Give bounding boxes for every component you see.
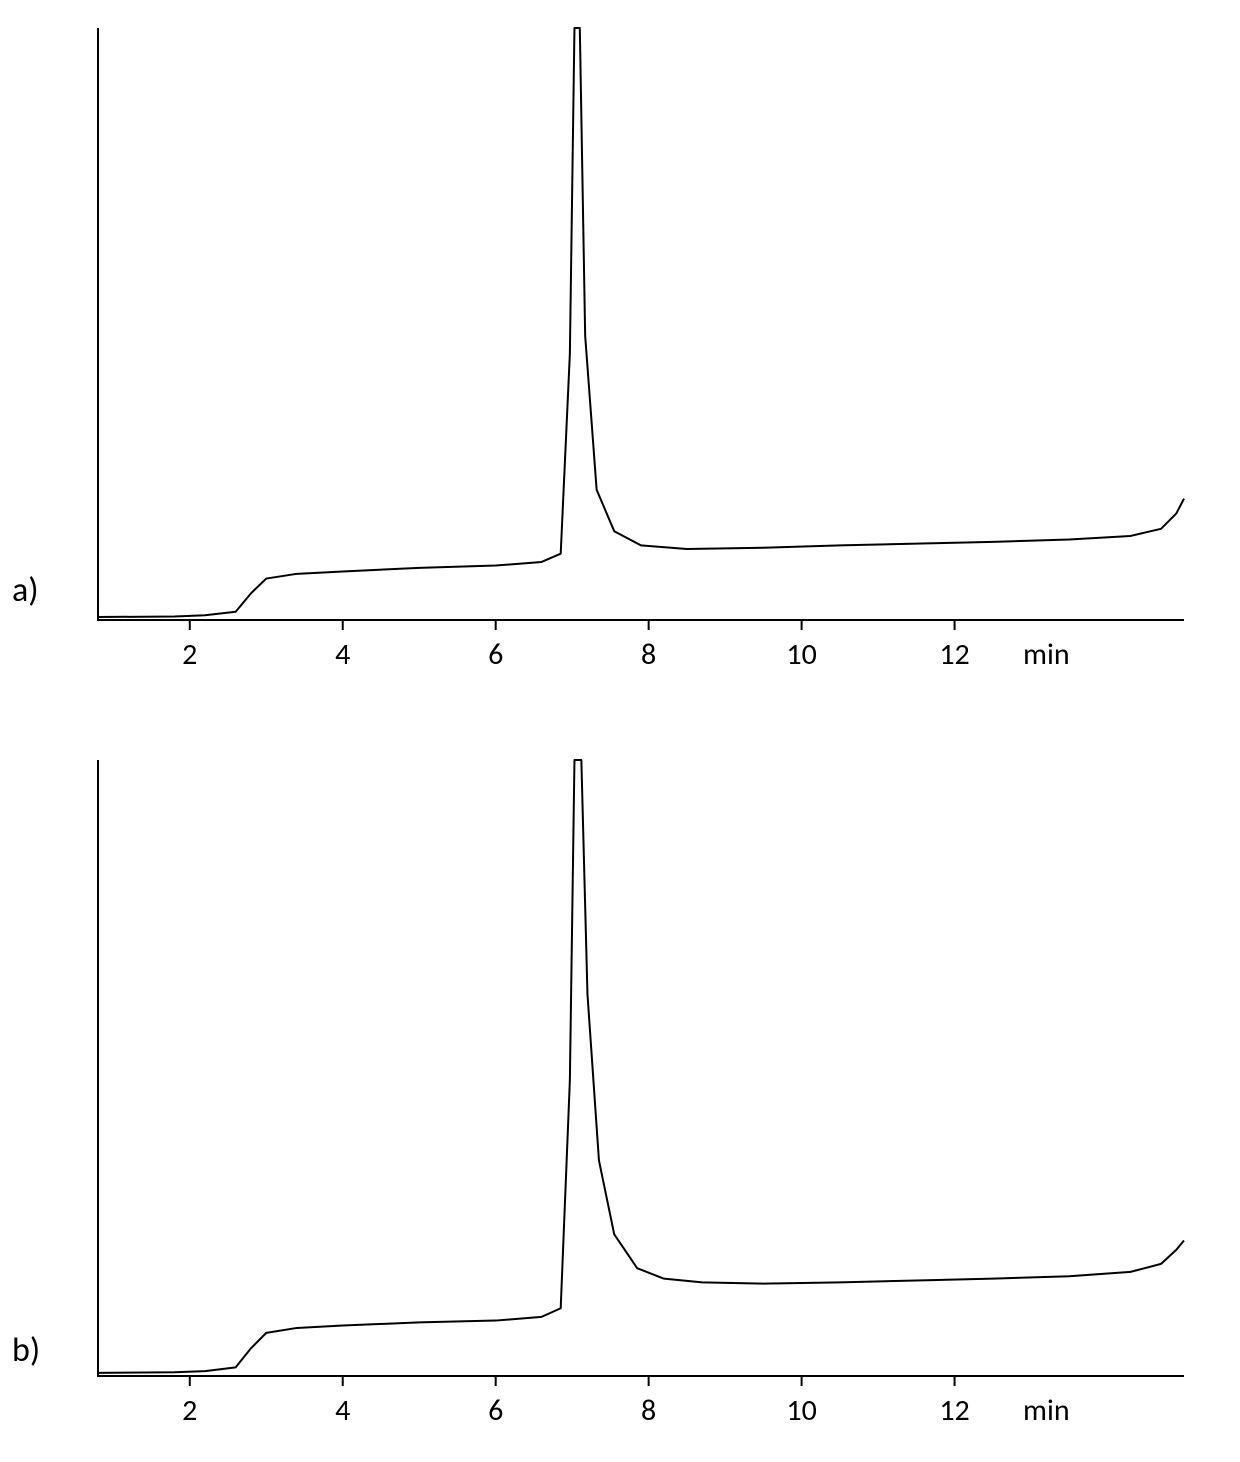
panel-b-plot bbox=[96, 758, 1186, 1388]
x-axis-unit-label: min bbox=[1006, 636, 1086, 673]
chromatogram-trace bbox=[98, 28, 1184, 617]
x-tick-label: 4 bbox=[313, 1392, 373, 1429]
x-tick-label: 12 bbox=[925, 1392, 985, 1429]
x-axis-unit-label: min bbox=[1006, 1392, 1086, 1429]
x-tick-label: 8 bbox=[619, 1392, 679, 1429]
panel-a-plot bbox=[96, 26, 1186, 632]
x-tick-label: 12 bbox=[925, 636, 985, 673]
panel-label-a: a) bbox=[12, 570, 39, 611]
chromatogram-trace bbox=[98, 760, 1184, 1373]
x-tick-label: 2 bbox=[160, 1392, 220, 1429]
x-tick-label: 6 bbox=[466, 1392, 526, 1429]
x-tick-label: 2 bbox=[160, 636, 220, 673]
x-tick-label: 6 bbox=[466, 636, 526, 673]
chromatogram-figure: a) 2 4 6 8 10 12 min b) 2 4 6 8 10 12 min bbox=[0, 0, 1240, 1462]
x-tick-label: 4 bbox=[313, 636, 373, 673]
panel-label-b: b) bbox=[12, 1330, 40, 1371]
x-tick-label: 10 bbox=[772, 1392, 832, 1429]
x-tick-label: 8 bbox=[619, 636, 679, 673]
x-tick-label: 10 bbox=[772, 636, 832, 673]
